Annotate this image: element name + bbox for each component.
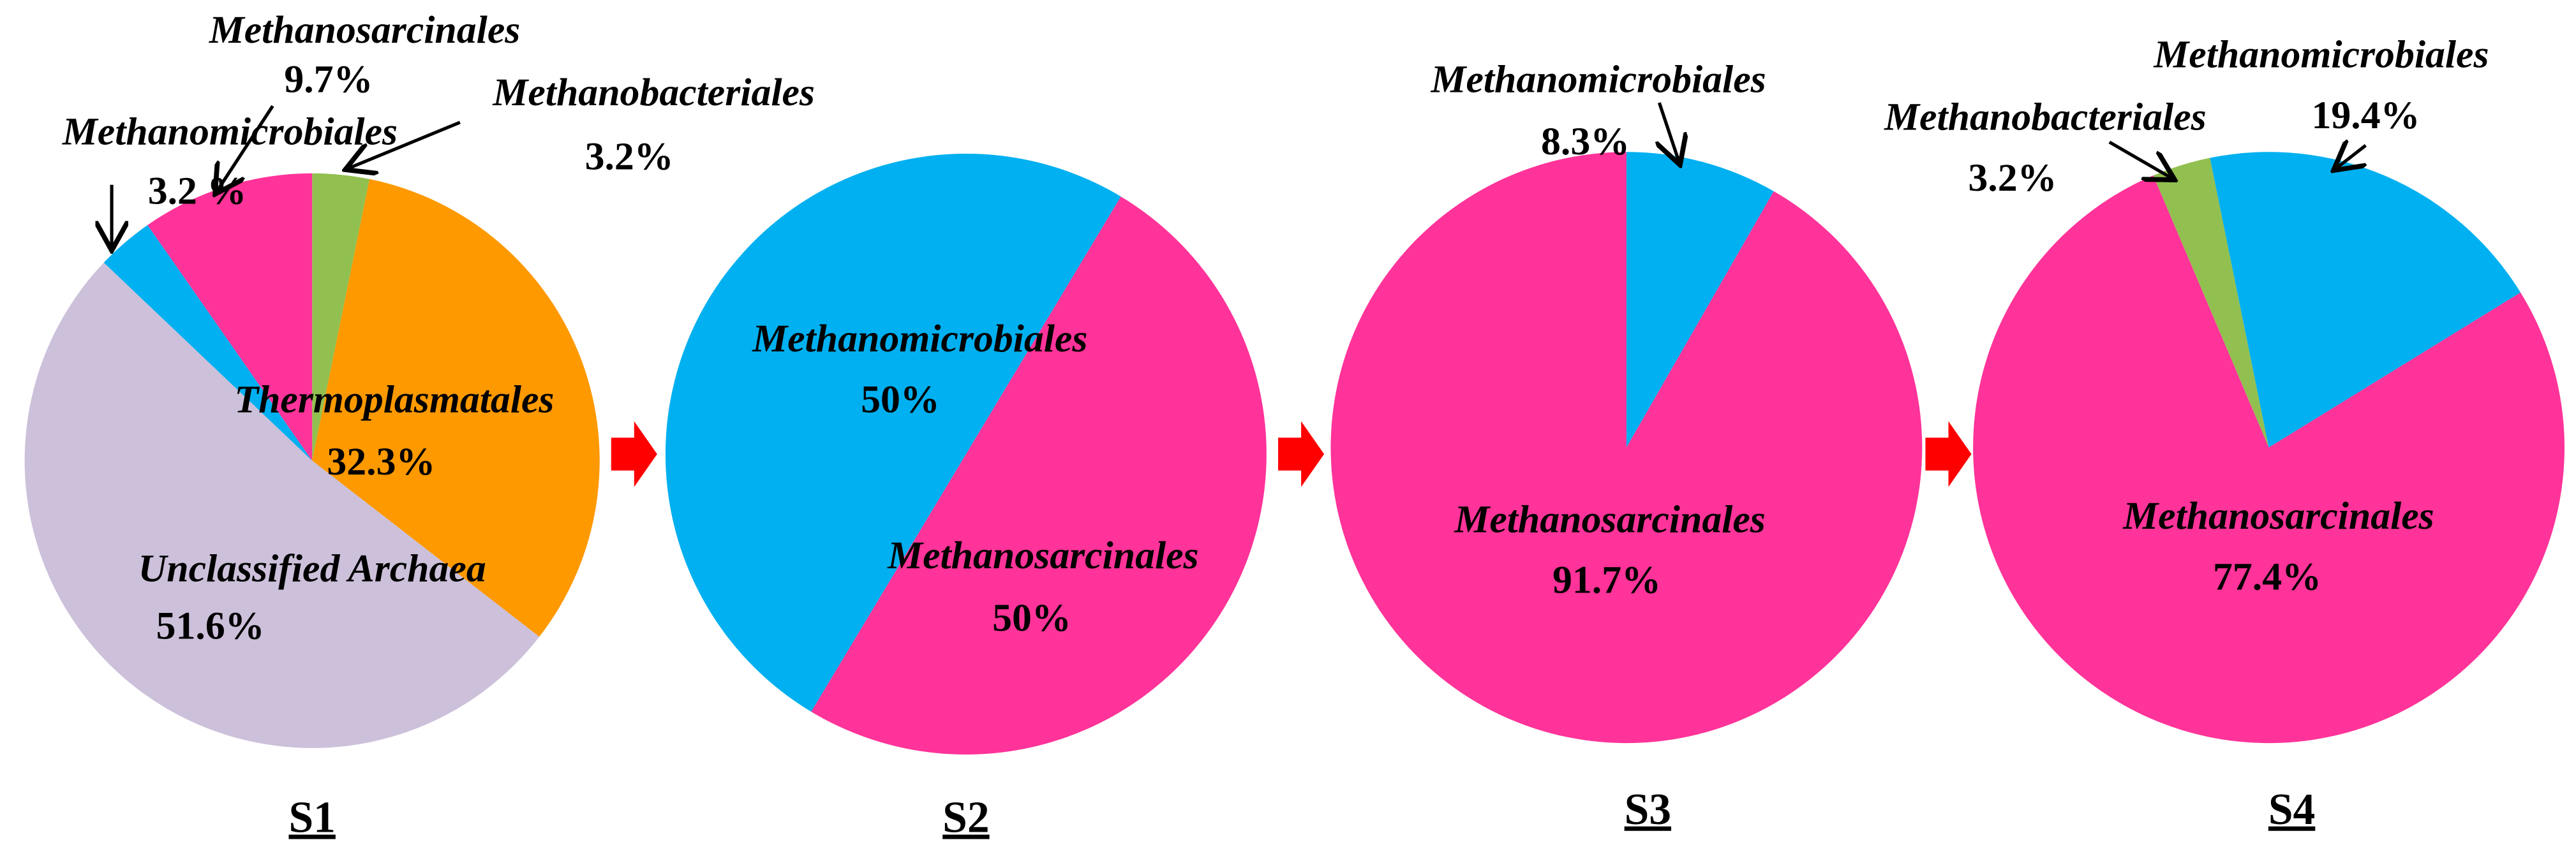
- callout-arrow: [348, 121, 461, 168]
- slice-name: Thermoplasmatales: [234, 378, 554, 421]
- pie-slice: [24, 262, 540, 748]
- pie-slice: [312, 173, 370, 461]
- slice-value-label: 50%: [992, 596, 1071, 640]
- slice-value-label: 91.7%: [1552, 559, 1661, 602]
- pie-slice: [147, 173, 313, 461]
- pie-slice: [811, 196, 1267, 755]
- flow-arrow: [1278, 421, 1325, 487]
- slice-name: Methanosarcinales: [2122, 494, 2434, 538]
- flow-arrow: [1925, 421, 1972, 487]
- pies: [24, 152, 2565, 755]
- chart-title: S3: [1625, 785, 1671, 834]
- slice-value-label: 51.6%: [156, 605, 265, 648]
- pie-slice: [2210, 152, 2521, 448]
- callout-arrows: [112, 102, 2365, 247]
- slice-value-label: 3.2%: [1968, 156, 2057, 200]
- slice-name: Methanosarcinales: [1454, 497, 1765, 541]
- slice-value-label: 3.2 %: [148, 169, 246, 212]
- flow-arrow: [611, 421, 657, 487]
- chart-title: S1: [288, 793, 335, 843]
- slice-value-label: 9.7%: [284, 57, 373, 101]
- labels: Methanobacteriales 3.2% Thermoplasmatales 3…: [62, 8, 2489, 843]
- chart-title: S4: [2268, 785, 2315, 834]
- slice-value-label: 19.4%: [2311, 94, 2420, 137]
- pie-slice: [1973, 175, 2565, 744]
- pie-slice: [312, 179, 600, 637]
- pie-slice: [1330, 152, 1923, 744]
- slice-value-label: 50%: [861, 378, 940, 421]
- callout-arrow: [1659, 102, 1679, 162]
- slice-name: Unclassified Archaea: [138, 547, 486, 591]
- callout-arrow: [2108, 140, 2172, 179]
- slice-value-label: 32.3%: [327, 440, 435, 483]
- slice-name: Methanosarcinales: [209, 8, 520, 52]
- flow-arrows: [611, 421, 1972, 487]
- slice-name: Methanomicrobiales: [1431, 57, 1766, 101]
- callout-arrow: [2336, 145, 2365, 168]
- pie-slice: [2153, 158, 2269, 448]
- callout-arrow: [217, 105, 274, 191]
- pie-slice: [103, 225, 313, 461]
- slice-name: Methanomicrobiales: [62, 110, 398, 154]
- slice-name: Methanosarcinales: [887, 534, 1198, 577]
- slice-value-label: 3.2%: [585, 135, 674, 178]
- slice-value-label: 8.3%: [1541, 120, 1630, 163]
- pie-slice: [1626, 152, 1774, 448]
- slice-value-label: 77.4%: [2213, 555, 2321, 598]
- slice-name: Methanomicrobiales: [752, 317, 1087, 360]
- slice-name: Methanobacteriales: [492, 71, 815, 114]
- slice-name: Methanomicrobiales: [2153, 33, 2489, 77]
- slice-name: Methanobacteriales: [1884, 96, 2207, 139]
- pie-slice: [665, 153, 1121, 712]
- chart-title: S2: [942, 793, 989, 843]
